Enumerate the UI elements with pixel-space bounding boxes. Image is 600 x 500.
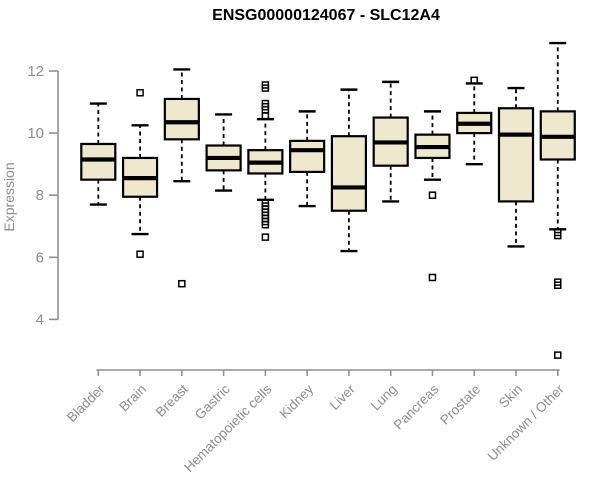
outlier-point [261, 220, 270, 229]
box-iqr [163, 97, 200, 141]
x-category-label: Prostate [437, 382, 483, 428]
y-tick-label: 6 [36, 249, 44, 266]
x-category-label: Brain [116, 382, 149, 415]
outlier-point [136, 250, 144, 258]
y-axis-label: Expression [1, 162, 17, 231]
y-tick-label: 12 [27, 63, 44, 80]
x-category-label: Lung [368, 382, 400, 414]
x-category-label: Kidney [276, 381, 316, 421]
outlier-point [178, 279, 186, 288]
y-tick-label: 10 [27, 125, 44, 142]
chart-title: ENSG00000124067 - SLC12A4 [212, 7, 440, 24]
box-iqr [497, 107, 535, 203]
x-category-label: Gastric [192, 381, 233, 422]
outlier-point [261, 84, 270, 92]
box-iqr [289, 139, 326, 174]
x-category-label: Breast [153, 381, 191, 419]
y-tick-label: 8 [36, 187, 44, 204]
x-category-label: Bladder [64, 381, 108, 425]
outlier-point [136, 88, 144, 97]
x-category-label: Unknown / Other [485, 381, 568, 464]
outlier-point [261, 233, 270, 241]
x-category-label: Skin [496, 382, 525, 411]
outlier-point [554, 231, 562, 240]
outlier-point [554, 351, 562, 359]
outlier-point [428, 273, 437, 282]
outlier-point [261, 112, 270, 120]
outlier-point [470, 76, 478, 85]
box-iqr [330, 135, 368, 212]
outlier-point [428, 191, 437, 199]
x-category-label: Liver [327, 381, 359, 413]
box-iqr [80, 142, 117, 181]
x-category-label: Pancreas [391, 381, 442, 432]
outlier-point [554, 281, 562, 289]
y-tick-label: 4 [36, 311, 44, 328]
